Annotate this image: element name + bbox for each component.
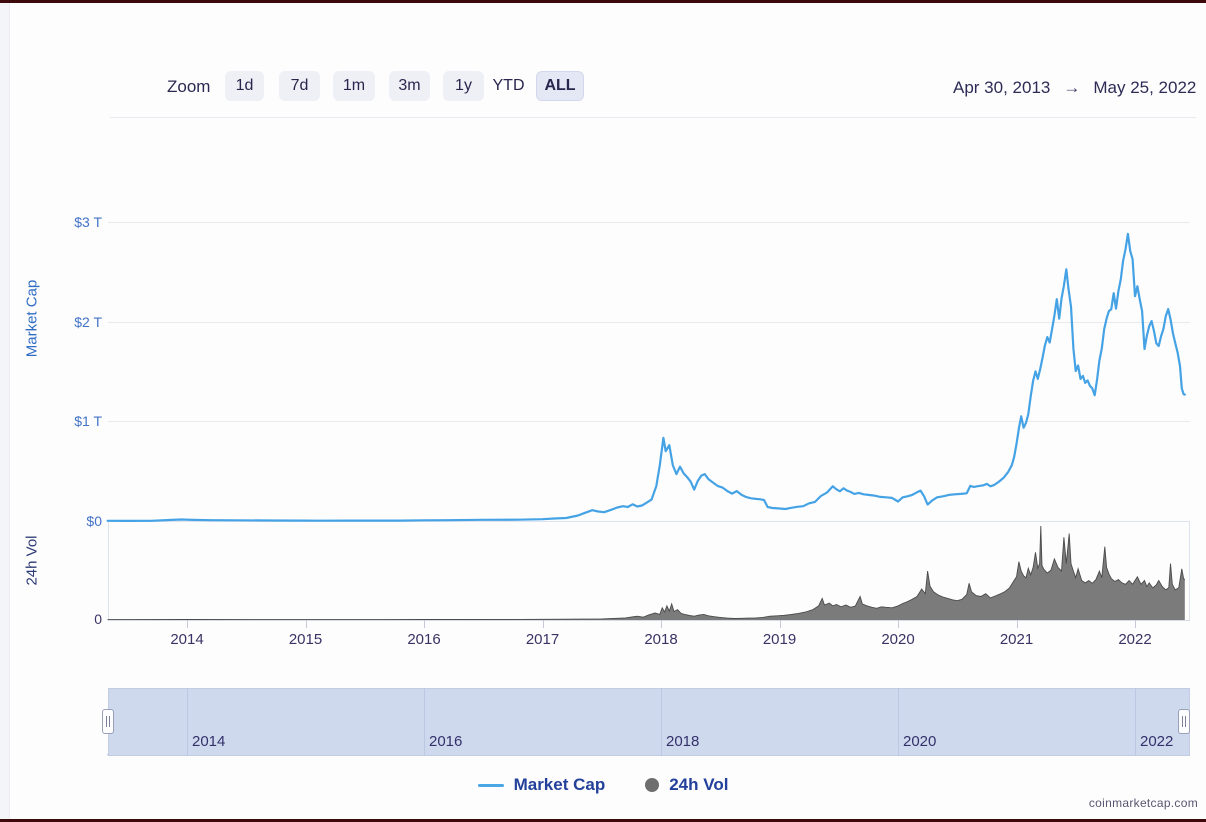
zoom-button-3m[interactable]: 3m bbox=[389, 71, 430, 101]
navigator-year-label: 2022 bbox=[1140, 733, 1174, 750]
navigator-year-label: 2016 bbox=[429, 733, 463, 750]
zoom-button-7d[interactable]: 7d bbox=[279, 71, 320, 101]
gridline-1t bbox=[108, 421, 1190, 422]
x-tick-label: 2020 bbox=[881, 631, 915, 648]
x-tick-mark bbox=[1016, 620, 1018, 628]
x-tick-label: 2017 bbox=[525, 631, 560, 648]
circle-swatch-icon bbox=[645, 778, 660, 792]
zoom-button-all[interactable]: ALL bbox=[536, 71, 584, 101]
x-tick-mark bbox=[898, 620, 899, 628]
watermark: coinmarketcap.com bbox=[1088, 796, 1198, 810]
y-tick-3t: $3 T bbox=[74, 214, 102, 230]
legend-label-market-cap: Market Cap bbox=[513, 775, 606, 794]
x-tick-mark bbox=[661, 620, 662, 628]
zoom-button-1y[interactable]: 1y bbox=[443, 71, 484, 101]
x-tick-label: 2019 bbox=[762, 631, 797, 648]
navigator-gridline bbox=[424, 688, 425, 756]
navigator-gridline bbox=[1135, 688, 1136, 756]
x-tick-mark bbox=[779, 620, 781, 628]
legend-label-24h-vol: 24h Vol bbox=[669, 775, 729, 794]
x-tick-mark bbox=[1135, 620, 1136, 628]
navigator-handle-right[interactable] bbox=[1178, 709, 1190, 734]
x-tick-label: 2016 bbox=[407, 631, 441, 648]
navigator-year-label: 2018 bbox=[666, 733, 700, 750]
arrow-right-icon: → bbox=[1063, 78, 1081, 97]
navigator-year-label: 2020 bbox=[903, 733, 937, 750]
navigator-gridline bbox=[898, 688, 899, 756]
zoom-label: Zoom bbox=[167, 77, 211, 96]
volume-tick-0: 0 bbox=[94, 611, 102, 627]
bottom-edge-bar bbox=[0, 819, 1206, 822]
navigator-gridline bbox=[187, 688, 188, 756]
legend-item-market-cap[interactable]: Market Cap bbox=[477, 775, 606, 795]
y-tick-1t: $1 T bbox=[74, 413, 102, 429]
x-tick-label: 2018 bbox=[644, 631, 678, 648]
zoom-button-ytd[interactable]: YTD bbox=[486, 71, 531, 101]
volume-pane-border bbox=[108, 521, 1190, 620]
legend: Market Cap 24h Vol bbox=[0, 775, 1206, 795]
top-edge-bar bbox=[0, 0, 1206, 3]
x-axis-line bbox=[108, 620, 1190, 621]
x-tick-mark bbox=[305, 620, 307, 628]
left-margin-strip bbox=[0, 3, 10, 819]
gridline-2t bbox=[108, 322, 1190, 323]
navigator-gridline bbox=[661, 688, 662, 756]
navigator-year-label: 2014 bbox=[192, 733, 226, 750]
navigator-handle-left[interactable] bbox=[102, 709, 114, 734]
x-tick-mark bbox=[542, 620, 544, 628]
x-tick-mark bbox=[187, 620, 188, 628]
y-tick-2t: $2 T bbox=[74, 314, 102, 330]
x-tick-label: 2021 bbox=[999, 631, 1034, 648]
zoom-button-1m[interactable]: 1m bbox=[333, 71, 375, 101]
date-range[interactable]: Apr 30, 2013 → May 25, 2022 bbox=[953, 78, 1206, 98]
x-tick-label: 2015 bbox=[288, 631, 323, 648]
gridline-3t bbox=[108, 222, 1190, 223]
legend-item-24h-vol[interactable]: 24h Vol bbox=[645, 775, 728, 795]
x-tick-mark bbox=[424, 620, 425, 628]
date-range-end[interactable]: May 25, 2022 bbox=[1093, 78, 1197, 97]
x-tick-label: 2014 bbox=[170, 631, 204, 648]
zoom-button-1d[interactable]: 1d bbox=[225, 71, 264, 101]
x-tick-label: 2022 bbox=[1118, 631, 1152, 648]
line-swatch-icon bbox=[477, 783, 504, 787]
y-tick-0: $0 bbox=[86, 513, 102, 529]
date-range-start[interactable]: Apr 30, 2013 bbox=[953, 78, 1051, 97]
toolbar-separator bbox=[110, 117, 1196, 118]
navigator-track[interactable] bbox=[108, 688, 1190, 756]
